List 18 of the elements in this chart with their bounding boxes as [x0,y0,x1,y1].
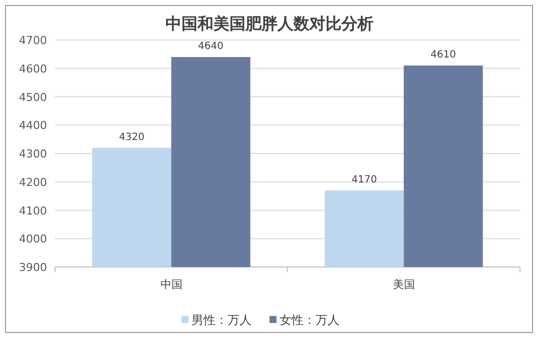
legend-label: 男性：万人 [192,313,252,327]
chart-title: 中国和美国肥胖人数对比分析 [166,14,374,33]
y-tick-label: 4400 [19,119,47,132]
data-label: 4320 [119,132,144,143]
y-tick-label: 4500 [19,90,47,104]
y-tick-label: 3900 [19,261,47,274]
x-tick-label: 中国 [160,278,182,291]
x-tick-label: 美国 [392,278,415,291]
legend-label: 女性：万人 [280,313,340,327]
data-label: 4640 [198,41,224,52]
y-tick-label: 4600 [19,62,47,76]
data-label: 4170 [352,174,377,186]
y-tick-label: 4300 [19,148,47,160]
y-tick-label: 4000 [19,232,47,246]
y-tick-label: 4700 [19,34,47,47]
y-tick-label: 4100 [19,204,47,218]
data-label: 4610 [430,50,456,61]
y-tick-label: 4200 [19,176,47,189]
